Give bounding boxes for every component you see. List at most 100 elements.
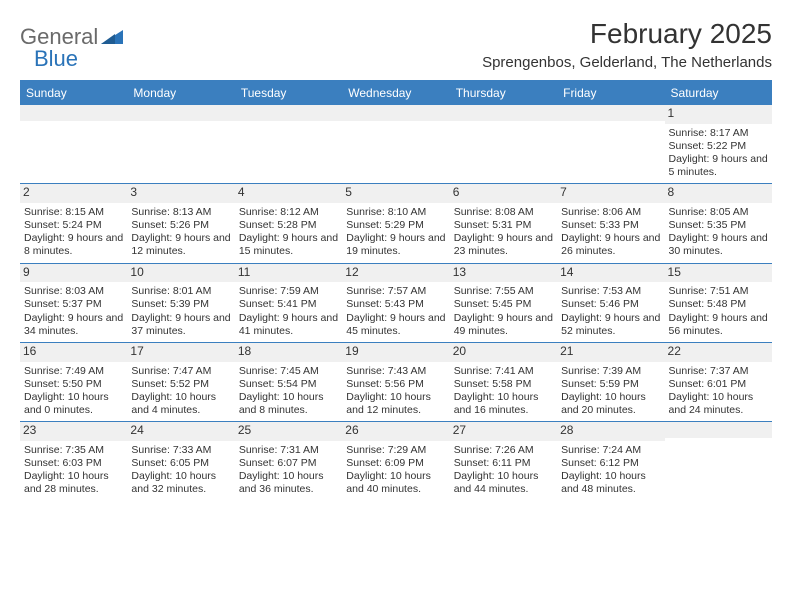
sunrise-text: Sunrise: 7:53 AM — [561, 285, 660, 298]
daynum-row: 14 — [557, 264, 664, 283]
day-number: 3 — [130, 185, 137, 199]
daynum-row — [20, 105, 127, 121]
day-number: 21 — [560, 344, 573, 358]
day-cell: 20Sunrise: 7:41 AMSunset: 5:58 PMDayligh… — [450, 343, 557, 421]
day-number: 25 — [238, 423, 251, 437]
daynum-row: 26 — [342, 422, 449, 441]
sunset-text: Sunset: 6:05 PM — [131, 457, 230, 470]
brand-logo: General Blue — [20, 18, 123, 72]
title-block: February 2025 Sprengenbos, Gelderland, T… — [482, 18, 772, 71]
sunrise-text: Sunrise: 7:33 AM — [131, 444, 230, 457]
dow-sunday: Sunday — [20, 82, 127, 105]
sunrise-text: Sunrise: 7:45 AM — [239, 365, 338, 378]
day-number: 14 — [560, 265, 573, 279]
sunset-text: Sunset: 5:58 PM — [454, 378, 553, 391]
daylight-text: Daylight: 9 hours and 45 minutes. — [346, 312, 445, 338]
day-cell: 14 Sunrise: 7:53 AMSunset: 5:46 PMDayligh… — [557, 264, 664, 342]
sunset-text: Sunset: 5:24 PM — [24, 219, 123, 232]
day-number: 1 — [668, 106, 675, 120]
month-title: February 2025 — [482, 18, 772, 50]
sunset-text: Sunset: 6:01 PM — [669, 378, 768, 391]
sunset-text: Sunset: 5:41 PM — [239, 298, 338, 311]
daynum-row: 1 — [665, 105, 772, 124]
sunrise-text: Sunrise: 8:15 AM — [24, 206, 123, 219]
day-number: 5 — [345, 185, 352, 199]
daynum-row — [665, 422, 772, 438]
day-cell-blank — [235, 105, 342, 183]
brand-triangle-icon — [101, 28, 123, 47]
brand-logo-text: General Blue — [20, 24, 123, 72]
daynum-row — [127, 105, 234, 121]
sunset-text: Sunset: 5:56 PM — [346, 378, 445, 391]
daylight-text: Daylight: 9 hours and 12 minutes. — [131, 232, 230, 258]
dow-monday: Monday — [127, 82, 234, 105]
daylight-text: Daylight: 10 hours and 32 minutes. — [131, 470, 230, 496]
sunrise-text: Sunrise: 8:03 AM — [24, 285, 123, 298]
daynum-row: 27 — [450, 422, 557, 441]
day-cell: 7Sunrise: 8:06 AMSunset: 5:33 PMDaylight… — [557, 184, 664, 262]
sunrise-text: Sunrise: 7:57 AM — [346, 285, 445, 298]
daylight-text: Daylight: 10 hours and 12 minutes. — [346, 391, 445, 417]
sunrise-text: Sunrise: 7:37 AM — [669, 365, 768, 378]
sunset-text: Sunset: 5:29 PM — [346, 219, 445, 232]
daynum-row: 3 — [127, 184, 234, 203]
daylight-text: Daylight: 9 hours and 56 minutes. — [669, 312, 768, 338]
daylight-text: Daylight: 10 hours and 44 minutes. — [454, 470, 553, 496]
sunrise-text: Sunrise: 7:26 AM — [454, 444, 553, 457]
day-cell: 10Sunrise: 8:01 AMSunset: 5:39 PMDayligh… — [127, 264, 234, 342]
daylight-text: Daylight: 9 hours and 8 minutes. — [24, 232, 123, 258]
header: General Blue February 2025 Sprengenbos, … — [20, 18, 772, 72]
sunset-text: Sunset: 5:45 PM — [454, 298, 553, 311]
weeks-container: 1Sunrise: 8:17 AMSunset: 5:22 PMDaylight… — [20, 105, 772, 500]
daynum-row: 16 — [20, 343, 127, 362]
sunset-text: Sunset: 5:43 PM — [346, 298, 445, 311]
daynum-row: 15 — [665, 264, 772, 283]
daylight-text: Daylight: 9 hours and 49 minutes. — [454, 312, 553, 338]
day-number: 27 — [453, 423, 466, 437]
day-cell: 28Sunrise: 7:24 AMSunset: 6:12 PMDayligh… — [557, 422, 664, 500]
sunset-text: Sunset: 5:46 PM — [561, 298, 660, 311]
day-number: 6 — [453, 185, 460, 199]
day-cell: 25Sunrise: 7:31 AMSunset: 6:07 PMDayligh… — [235, 422, 342, 500]
day-cell: 21Sunrise: 7:39 AMSunset: 5:59 PMDayligh… — [557, 343, 664, 421]
day-cell: 22Sunrise: 7:37 AMSunset: 6:01 PMDayligh… — [665, 343, 772, 421]
sunrise-text: Sunrise: 7:43 AM — [346, 365, 445, 378]
daylight-text: Daylight: 9 hours and 23 minutes. — [454, 232, 553, 258]
day-cell: 13 Sunrise: 7:55 AMSunset: 5:45 PMDayligh… — [450, 264, 557, 342]
week-row: 1 Sunrise: 8:17 AMSunset: 5:22 PMDaylight… — [20, 105, 772, 183]
daylight-text: Daylight: 10 hours and 16 minutes. — [454, 391, 553, 417]
day-number: 13 — [453, 265, 466, 279]
sunrise-text: Sunrise: 7:31 AM — [239, 444, 338, 457]
sunrise-text: Sunrise: 8:17 AM — [669, 127, 768, 140]
sunrise-text: Sunrise: 7:55 AM — [454, 285, 553, 298]
day-cell: 3Sunrise: 8:13 AMSunset: 5:26 PMDaylight… — [127, 184, 234, 262]
sunrise-text: Sunrise: 7:47 AM — [131, 365, 230, 378]
day-cell: 4Sunrise: 8:12 AMSunset: 5:28 PMDaylight… — [235, 184, 342, 262]
sunrise-text: Sunrise: 8:08 AM — [454, 206, 553, 219]
daynum-row: 4 — [235, 184, 342, 203]
brand-part2: Blue — [34, 46, 123, 72]
sunset-text: Sunset: 5:39 PM — [131, 298, 230, 311]
sunset-text: Sunset: 5:28 PM — [239, 219, 338, 232]
daylight-text: Daylight: 9 hours and 5 minutes. — [669, 153, 768, 179]
day-cell: 1 Sunrise: 8:17 AMSunset: 5:22 PMDaylight… — [665, 105, 772, 183]
week-row: 9Sunrise: 8:03 AMSunset: 5:37 PMDaylight… — [20, 263, 772, 342]
sunset-text: Sunset: 5:22 PM — [669, 140, 768, 153]
day-cell: 9Sunrise: 8:03 AMSunset: 5:37 PMDaylight… — [20, 264, 127, 342]
day-cell: 23Sunrise: 7:35 AMSunset: 6:03 PMDayligh… — [20, 422, 127, 500]
sunset-text: Sunset: 6:09 PM — [346, 457, 445, 470]
daylight-text: Daylight: 9 hours and 34 minutes. — [24, 312, 123, 338]
day-cell: 17Sunrise: 7:47 AMSunset: 5:52 PMDayligh… — [127, 343, 234, 421]
day-cell: 19Sunrise: 7:43 AMSunset: 5:56 PMDayligh… — [342, 343, 449, 421]
daynum-row: 12 — [342, 264, 449, 283]
dow-saturday: Saturday — [665, 82, 772, 105]
day-cell-blank — [127, 105, 234, 183]
dow-wednesday: Wednesday — [342, 82, 449, 105]
sunrise-text: Sunrise: 8:13 AM — [131, 206, 230, 219]
daylight-text: Daylight: 10 hours and 48 minutes. — [561, 470, 660, 496]
daylight-text: Daylight: 9 hours and 37 minutes. — [131, 312, 230, 338]
daylight-text: Daylight: 10 hours and 28 minutes. — [24, 470, 123, 496]
day-cell: 11Sunrise: 7:59 AMSunset: 5:41 PMDayligh… — [235, 264, 342, 342]
day-number: 28 — [560, 423, 573, 437]
daylight-text: Daylight: 9 hours and 52 minutes. — [561, 312, 660, 338]
